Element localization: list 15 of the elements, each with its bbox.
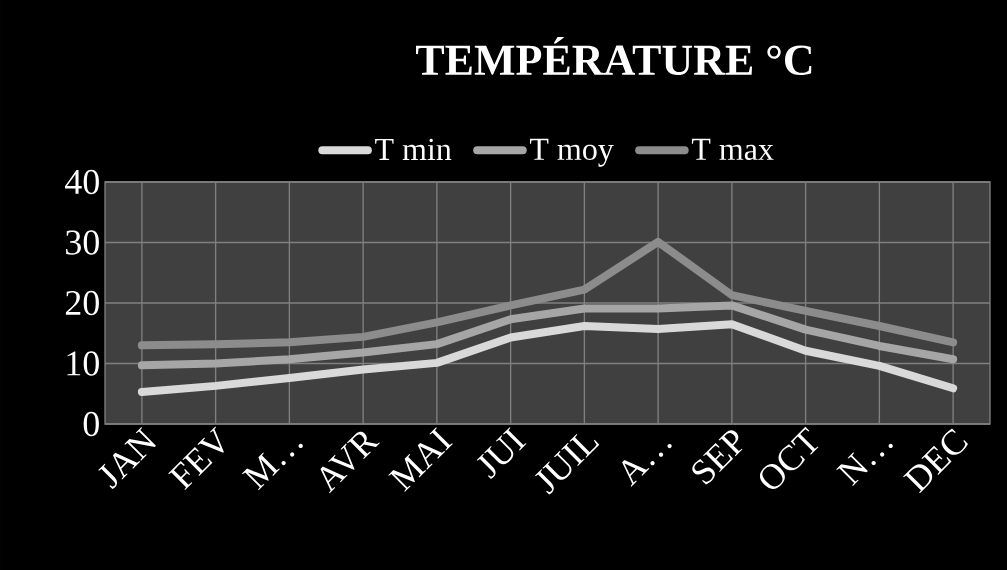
x-tick-label: A… xyxy=(622,443,672,487)
x-tick-label: SEP xyxy=(692,430,743,485)
chart-title: TEMPÉRATURE °C xyxy=(416,36,812,76)
legend-label: T max xyxy=(691,138,774,161)
y-tick-label: 40 xyxy=(65,169,99,195)
y-tick-label: 30 xyxy=(66,230,99,255)
x-tick-label: JUI xyxy=(476,427,527,480)
x-tick-label: N… xyxy=(836,443,893,487)
y-tick-label: 0 xyxy=(83,411,99,437)
x-tick-label: JUIL xyxy=(534,433,600,495)
legend-label: T moy xyxy=(529,138,614,167)
legend-label: T min xyxy=(375,138,452,160)
y-tick-label: 20 xyxy=(65,290,99,316)
y-tick-label: 10 xyxy=(67,351,99,376)
x-tick-label: M… xyxy=(242,443,303,491)
